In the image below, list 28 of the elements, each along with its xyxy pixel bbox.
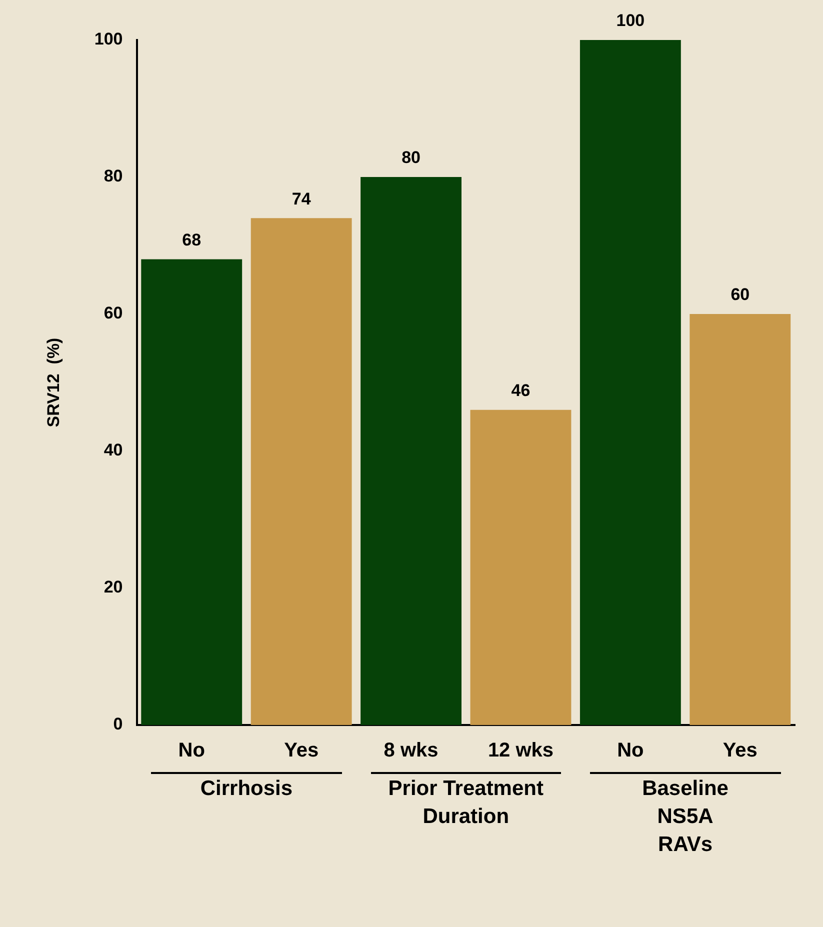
x-tick-label: 12 wks xyxy=(488,740,554,762)
x-tick-label: 8 wks xyxy=(384,740,438,762)
bar xyxy=(690,314,791,725)
data-label: 68 xyxy=(182,230,202,250)
x-tick-label: Yes xyxy=(722,740,758,762)
bar xyxy=(141,259,242,725)
y-tick-label: 100 xyxy=(94,30,123,49)
x-tick-label: No xyxy=(617,740,644,762)
data-label: 80 xyxy=(402,148,420,168)
data-label: 74 xyxy=(292,189,312,208)
y-tick-label: 60 xyxy=(104,304,123,323)
y-tick-label: 20 xyxy=(104,578,123,597)
x-tick-label: No xyxy=(178,740,205,762)
text: Baseline NS5A RAVs xyxy=(641,776,730,858)
bar xyxy=(250,218,352,725)
y-tick-label: 0 xyxy=(113,714,123,734)
data-label: 60 xyxy=(730,285,750,304)
text: Prior Treatment Duration xyxy=(387,776,544,830)
data-label: 46 xyxy=(511,381,530,400)
y-axis-title: SRV12 (%) xyxy=(44,338,63,428)
bar xyxy=(470,410,572,725)
data-label: 100 xyxy=(616,11,645,30)
text: Cirrhosis xyxy=(199,776,294,802)
y-tick-label: 40 xyxy=(104,440,123,460)
x-tick-label: Yes xyxy=(284,740,319,762)
bar xyxy=(360,177,462,725)
bar xyxy=(580,40,681,725)
y-tick-label: 80 xyxy=(104,166,123,186)
